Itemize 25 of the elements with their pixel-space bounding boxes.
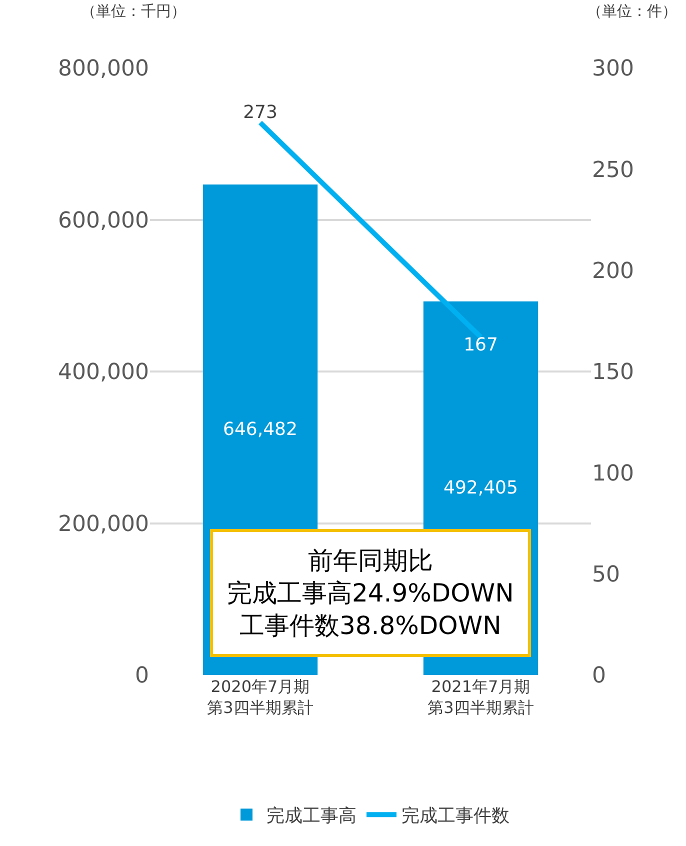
y2-tick-label: 150 bbox=[592, 360, 634, 386]
data-label: 646,482 bbox=[223, 419, 298, 440]
annotation: 完成工事高24.9%DOWN bbox=[227, 578, 514, 608]
data-label: 492,405 bbox=[444, 478, 518, 499]
annotation: 前年同期比 bbox=[308, 546, 433, 575]
y2-tick-label: 250 bbox=[592, 158, 634, 183]
y2-axis-title: （単位：件） bbox=[587, 2, 677, 20]
y-tick-label: 400,000 bbox=[58, 360, 149, 386]
y-tick-label: 600,000 bbox=[58, 208, 149, 234]
y-axis-title: （単位：千円） bbox=[81, 2, 186, 20]
y2-tick-label: 200 bbox=[592, 259, 634, 284]
y-tick-label: 0 bbox=[135, 664, 149, 689]
legend-label: 完成工事件数 bbox=[402, 806, 510, 827]
y2-tick-label: 100 bbox=[592, 461, 634, 486]
y-tick-label: 800,000 bbox=[58, 56, 149, 82]
x-tick-label: 2020年7月期第3四半期累計 bbox=[207, 677, 314, 717]
y2-tick-label: 300 bbox=[592, 56, 634, 82]
y2-tick-label: 50 bbox=[592, 562, 620, 588]
legend-label: 完成工事高 bbox=[266, 806, 356, 827]
x-tick-label: 2021年7月期第3四半期累計 bbox=[428, 677, 534, 717]
y-tick-label: 200,000 bbox=[58, 512, 149, 537]
data-label: 273 bbox=[243, 102, 278, 124]
y2-tick-label: 0 bbox=[592, 664, 606, 689]
data-label: 167 bbox=[464, 334, 498, 356]
annotation: 工事件数38.8%DOWN bbox=[240, 611, 502, 640]
